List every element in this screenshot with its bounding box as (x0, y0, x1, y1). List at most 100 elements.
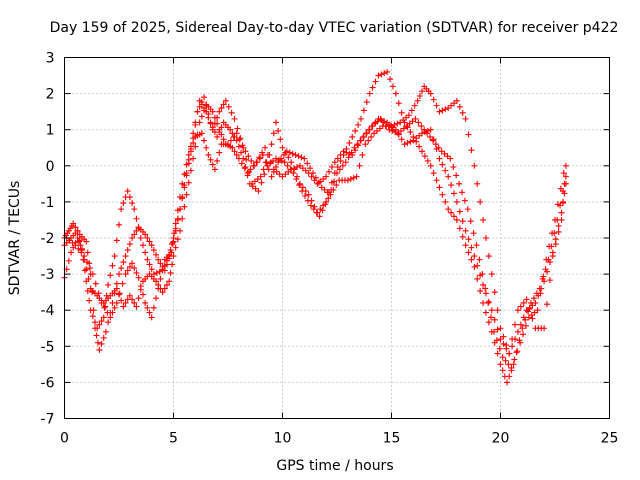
data-point (261, 171, 268, 178)
data-point (323, 173, 330, 180)
data-point (368, 133, 375, 140)
data-point (85, 275, 92, 282)
data-point (340, 148, 347, 155)
data-point (243, 156, 250, 163)
data-point (214, 157, 221, 164)
data-point (549, 230, 556, 237)
data-point (436, 108, 443, 115)
data-point (436, 184, 443, 191)
data-point (488, 307, 495, 314)
data-point (137, 283, 144, 290)
data-point (540, 273, 547, 280)
data-point (546, 243, 553, 250)
data-point (131, 265, 138, 272)
data-point (354, 141, 361, 148)
data-point (356, 162, 363, 169)
data-point (459, 218, 466, 225)
data-point (126, 292, 133, 299)
data-point (316, 213, 323, 220)
data-point (412, 115, 419, 122)
data-point (522, 322, 529, 329)
y-tick-label: -7 (41, 412, 55, 428)
data-point (508, 364, 515, 371)
data-point (348, 149, 355, 156)
data-point (494, 350, 501, 357)
data-point (203, 144, 210, 151)
data-point (424, 130, 431, 137)
data-point (74, 227, 81, 234)
chart-title: Day 159 of 2025, Sidereal Day-to-day VTE… (50, 20, 619, 36)
data-point (159, 289, 166, 296)
data-point (179, 195, 186, 202)
data-point (94, 339, 101, 346)
data-point (92, 319, 99, 326)
data-point (116, 271, 122, 278)
data-point (499, 367, 506, 374)
data-point (350, 174, 357, 181)
data-point (278, 157, 285, 164)
data-point (517, 339, 524, 346)
data-point (497, 361, 504, 368)
data-point (456, 225, 463, 232)
grid-lines (64, 57, 610, 419)
data-point (342, 159, 349, 166)
data-point (488, 314, 495, 321)
data-point (155, 285, 162, 292)
data-point (352, 127, 359, 134)
data-point (414, 97, 421, 104)
data-point (506, 373, 513, 380)
data-point (485, 319, 492, 326)
data-point (442, 198, 449, 205)
data-point (256, 155, 263, 162)
x-tick-label: 5 (169, 431, 178, 447)
data-point (447, 155, 454, 162)
y-tick-label: -3 (41, 267, 55, 283)
data-point (216, 149, 223, 156)
data-point (95, 290, 102, 297)
data-point (146, 261, 153, 268)
data-point (203, 102, 210, 109)
data-point (239, 142, 246, 149)
data-point (448, 182, 455, 189)
data-point (218, 105, 225, 112)
data-point (530, 295, 537, 302)
data-point (137, 235, 144, 241)
data-point (546, 277, 553, 284)
data-point (433, 102, 440, 109)
data-point (259, 149, 266, 156)
data-point (231, 148, 238, 155)
data-point (529, 315, 536, 322)
data-point (177, 206, 184, 213)
data-point (172, 220, 179, 227)
data-point (207, 119, 214, 126)
data-point (218, 124, 225, 131)
data-point (430, 96, 437, 103)
data-point (471, 263, 478, 270)
data-point (96, 346, 103, 353)
data-point (84, 259, 91, 266)
data-point (296, 182, 303, 189)
data-point (363, 99, 370, 106)
data-point (214, 120, 221, 127)
data-point (459, 233, 466, 240)
data-point (90, 307, 97, 314)
data-point (84, 249, 91, 256)
data-point (116, 290, 123, 297)
data-point (216, 129, 223, 136)
data-point (490, 328, 497, 335)
data-point (153, 295, 160, 302)
data-point (456, 103, 463, 110)
data-point (168, 249, 175, 256)
data-point (209, 124, 216, 131)
data-point (344, 177, 351, 184)
data-point (366, 90, 373, 97)
data-point (281, 159, 288, 166)
data-point (75, 245, 82, 252)
data-point (562, 180, 569, 187)
data-point (520, 314, 527, 321)
data-point (505, 361, 512, 368)
y-axis-label: SDTVAR / TECUs (7, 181, 23, 296)
data-point (102, 328, 109, 335)
data-point (192, 121, 199, 128)
y-tick-label: -2 (41, 231, 55, 247)
